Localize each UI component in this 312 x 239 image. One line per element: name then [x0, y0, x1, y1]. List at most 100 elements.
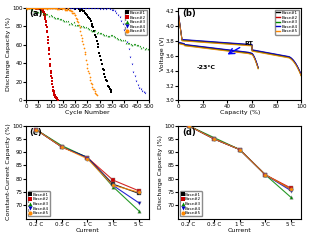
Point — [43, 6, 48, 10]
Point — [91, 87, 96, 91]
Point — [37, 11, 42, 14]
Point — [42, 13, 47, 17]
Point — [84, 25, 89, 29]
Point — [85, 15, 90, 19]
Point — [110, 33, 115, 37]
Point — [89, 22, 94, 26]
Point — [60, 6, 65, 10]
Point — [69, 9, 74, 13]
Point — [67, 8, 72, 12]
Point — [93, 28, 98, 32]
Point — [55, 6, 60, 10]
Point — [61, 6, 66, 10]
Point — [85, 157, 90, 161]
Point — [41, 10, 46, 14]
Point — [62, 8, 67, 12]
Point — [28, 6, 33, 10]
Point — [53, 16, 58, 20]
Point — [129, 62, 134, 66]
Point — [99, 6, 104, 10]
Point — [31, 6, 36, 10]
Point — [66, 7, 71, 11]
Point — [99, 31, 104, 35]
Point — [76, 23, 81, 27]
Point — [55, 98, 60, 102]
Point — [31, 6, 36, 10]
Point — [35, 7, 40, 11]
Point — [82, 25, 87, 29]
Point — [30, 8, 35, 12]
Point — [105, 84, 110, 88]
Point — [61, 6, 66, 10]
Point — [29, 6, 34, 10]
Point — [80, 9, 85, 13]
Point — [34, 128, 39, 131]
Point — [24, 6, 29, 10]
Point — [136, 43, 141, 47]
Point — [36, 6, 41, 10]
Point — [32, 6, 37, 10]
Point — [50, 14, 55, 18]
Point — [50, 6, 55, 10]
Point — [41, 6, 46, 10]
Point — [65, 6, 70, 10]
Point — [29, 6, 34, 10]
Point — [59, 6, 64, 10]
Point — [84, 58, 89, 62]
Point — [25, 6, 30, 10]
Point — [37, 6, 41, 10]
Point — [34, 6, 39, 10]
Point — [33, 6, 38, 10]
Point — [39, 6, 44, 10]
Point — [87, 7, 92, 11]
Point — [39, 8, 44, 11]
Point — [63, 6, 68, 10]
Point — [98, 54, 103, 58]
Point — [46, 41, 51, 45]
Point — [66, 6, 71, 10]
Point — [46, 46, 51, 49]
Text: (b): (b) — [182, 9, 196, 18]
Point — [52, 93, 57, 97]
Point — [59, 144, 64, 147]
Point — [120, 22, 125, 26]
Point — [139, 46, 144, 50]
Point — [138, 87, 143, 91]
Point — [111, 34, 116, 38]
Point — [47, 6, 52, 10]
Point — [41, 6, 46, 10]
Point — [110, 178, 115, 182]
Point — [132, 74, 137, 78]
Point — [24, 6, 29, 10]
Point — [110, 185, 115, 189]
Point — [62, 6, 67, 10]
Point — [32, 6, 37, 10]
Point — [62, 19, 67, 23]
Point — [27, 6, 32, 10]
Point — [74, 6, 79, 10]
Point — [48, 6, 53, 10]
Point — [237, 148, 242, 152]
Point — [31, 6, 36, 10]
Y-axis label: Discharge Capacity (%): Discharge Capacity (%) — [6, 17, 11, 91]
Point — [263, 173, 268, 177]
Point — [74, 6, 79, 10]
X-axis label: Capacity (%): Capacity (%) — [220, 110, 260, 115]
Point — [24, 6, 29, 10]
Point — [28, 7, 33, 11]
Point — [119, 19, 124, 22]
Point — [59, 145, 64, 149]
Point — [47, 52, 52, 56]
Point — [77, 26, 82, 29]
Point — [186, 124, 191, 128]
Point — [37, 6, 42, 10]
Point — [94, 39, 99, 43]
Point — [76, 23, 81, 27]
Point — [45, 35, 50, 38]
Point — [41, 11, 46, 15]
Point — [57, 17, 62, 21]
Point — [72, 7, 77, 11]
Point — [48, 69, 53, 73]
Point — [122, 38, 127, 42]
Point — [120, 38, 125, 42]
